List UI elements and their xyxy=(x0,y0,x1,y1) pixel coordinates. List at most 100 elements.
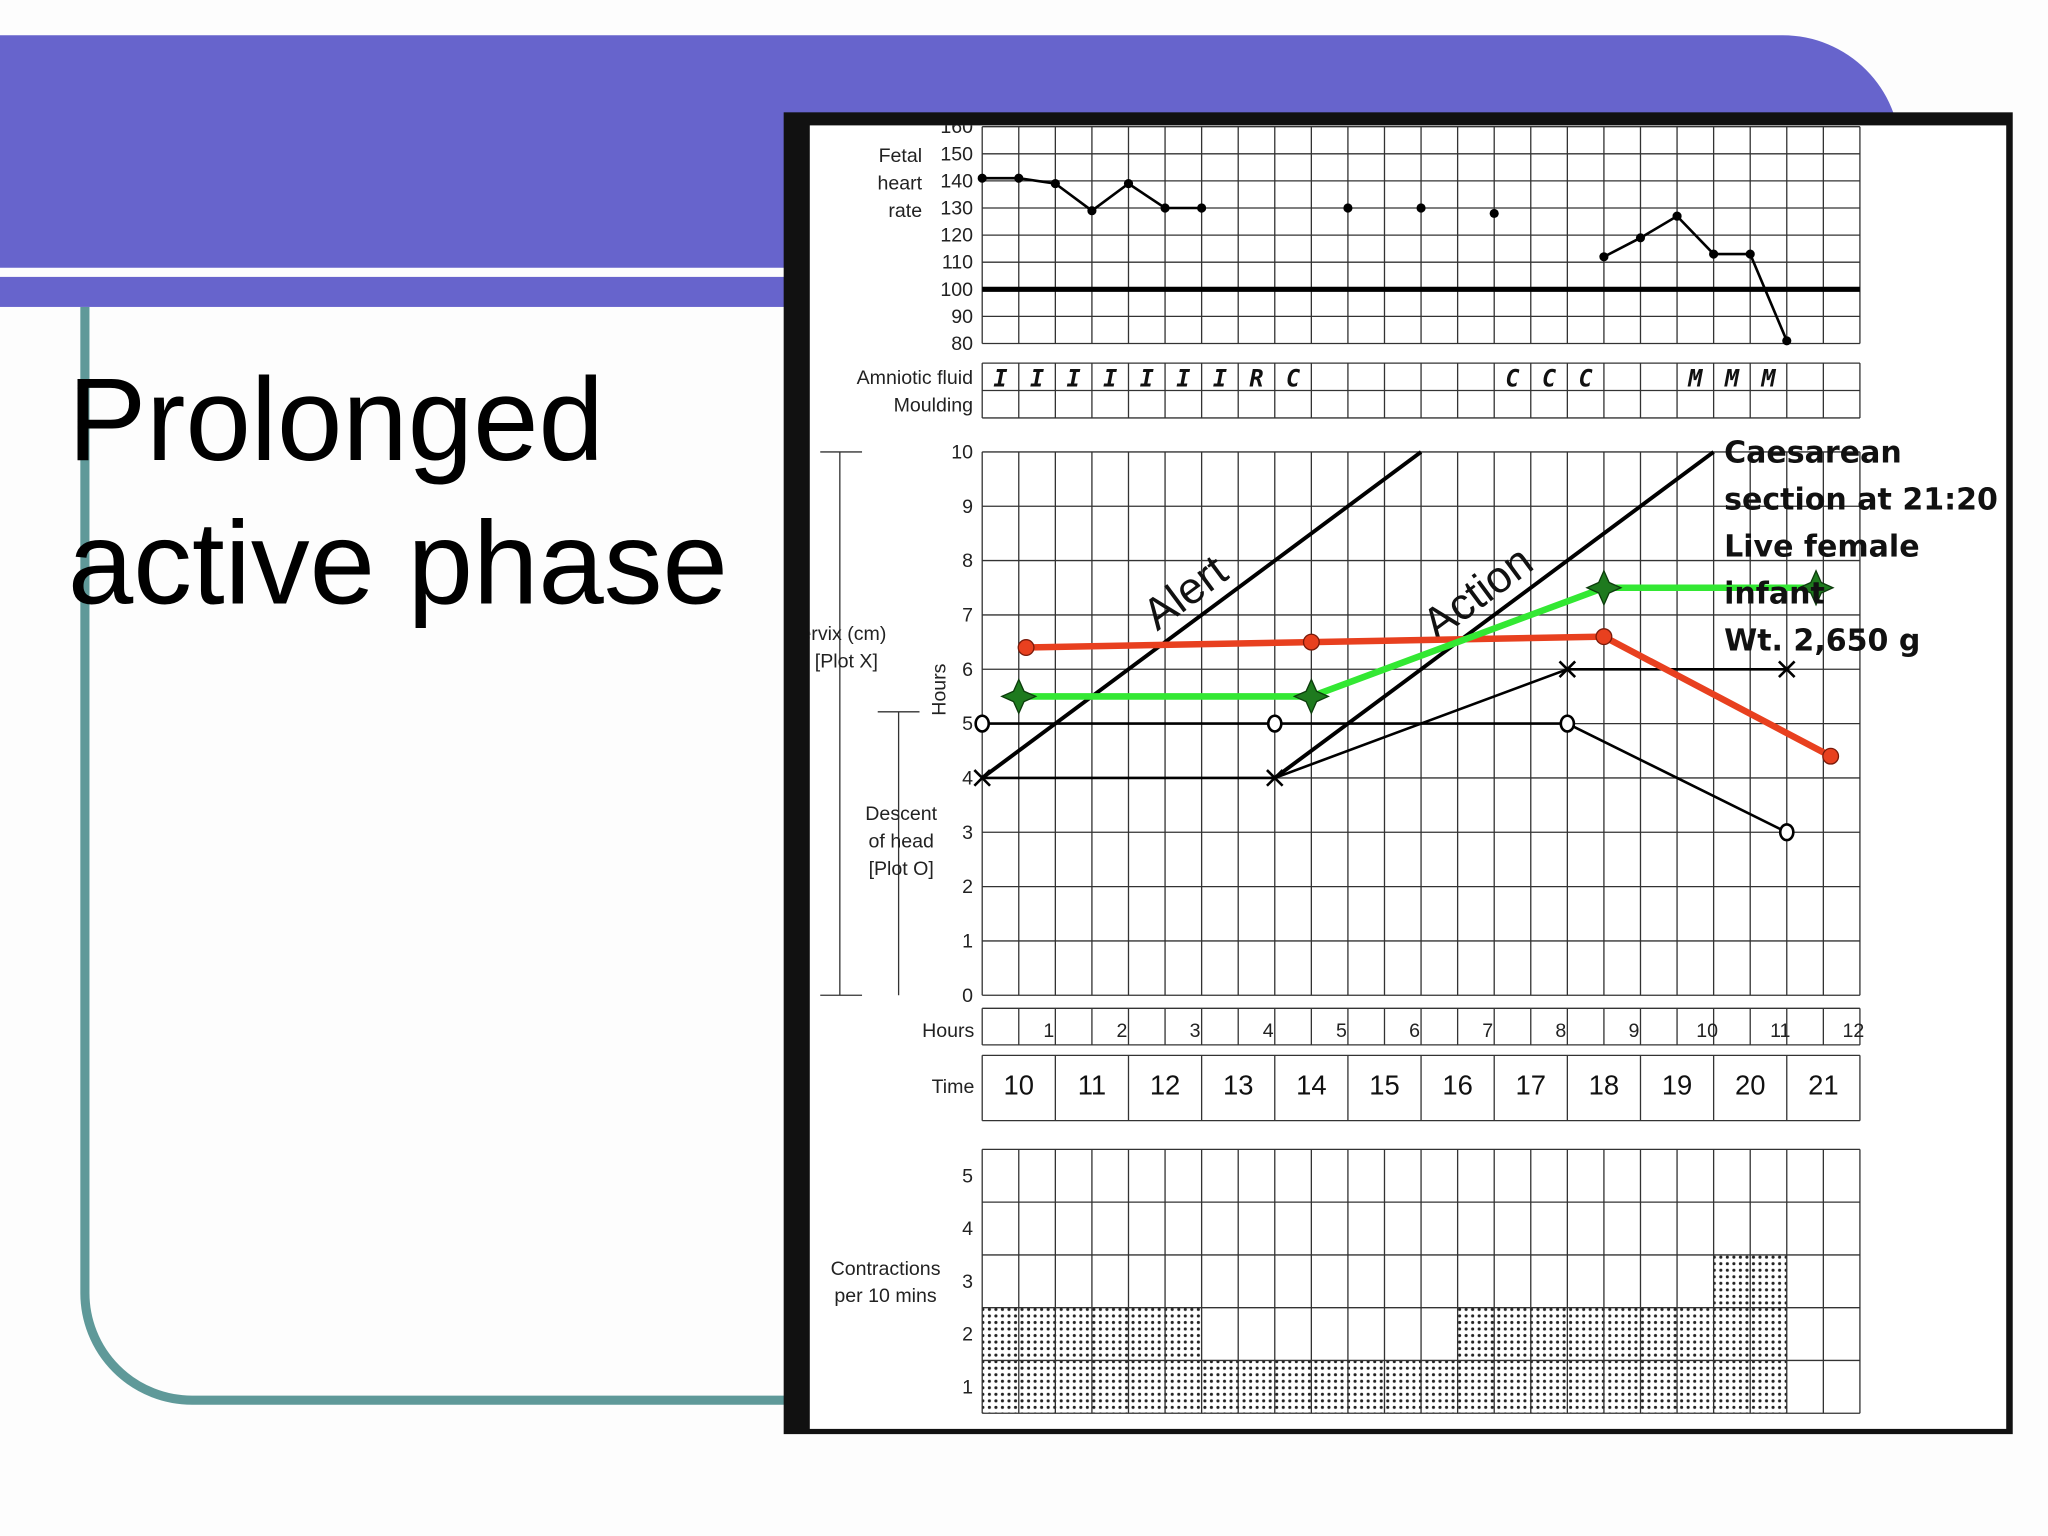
y-tick-label: 1 xyxy=(962,930,973,952)
row-label: Hours xyxy=(922,1020,974,1042)
time-label: 11 xyxy=(1078,1070,1106,1101)
y-tick-label: 7 xyxy=(962,604,973,626)
hour-tick: 5 xyxy=(1336,1020,1347,1042)
fhr-point xyxy=(1087,206,1097,216)
axis-label: heart xyxy=(877,172,922,194)
time-label: 21 xyxy=(1808,1070,1838,1101)
x-marker xyxy=(973,769,991,787)
hour-tick: 10 xyxy=(1696,1020,1718,1042)
time-label: 13 xyxy=(1223,1070,1253,1101)
contraction-bar xyxy=(1347,1360,1385,1414)
fluid-entry: I xyxy=(1213,365,1227,393)
axis-label: Descent xyxy=(865,803,937,825)
hour-tick: 3 xyxy=(1190,1020,1201,1042)
o-marker xyxy=(1266,714,1283,733)
fluid-entry: R xyxy=(1249,365,1263,393)
time-label: 10 xyxy=(1004,1070,1034,1101)
fluid-entry: I xyxy=(1140,365,1154,393)
fluid-entry: I xyxy=(1176,365,1190,393)
o-marker xyxy=(1559,714,1576,733)
y-tick-label: 8 xyxy=(962,550,973,572)
dot-marker xyxy=(1017,639,1035,657)
star-marker xyxy=(1585,569,1623,607)
hour-tick: 8 xyxy=(1555,1020,1566,1042)
star-marker xyxy=(1000,677,1038,716)
hour-tick: 2 xyxy=(1117,1020,1128,1042)
contraction-bar xyxy=(1201,1360,1239,1414)
fluid-entry: I xyxy=(993,365,1007,393)
y-tick-label: 5 xyxy=(962,713,973,735)
axis-label: Hours xyxy=(929,663,951,715)
y-tick-label: 160 xyxy=(940,116,973,138)
fluid-entry: M xyxy=(1687,365,1703,393)
series-line xyxy=(1018,584,1817,700)
fluid-entry: C xyxy=(1542,365,1556,393)
fluid-entry: I xyxy=(1067,365,1081,393)
y-tick-label: 1 xyxy=(962,1376,973,1398)
fhr-point xyxy=(1123,179,1134,189)
contraction-bar xyxy=(1384,1360,1422,1414)
o-marker xyxy=(1778,823,1795,842)
annotation: infant xyxy=(1724,576,1825,611)
y-tick-label: 10 xyxy=(951,441,973,463)
time-label: 14 xyxy=(1296,1070,1326,1101)
y-tick-label: 130 xyxy=(940,198,973,220)
frame-line xyxy=(80,306,810,1405)
axis-label: [Plot O] xyxy=(869,858,934,880)
y-tick-label: 150 xyxy=(940,143,973,165)
fhr-point xyxy=(1160,203,1170,213)
hour-tick: 12 xyxy=(1842,1020,1864,1042)
contraction-bar xyxy=(1421,1360,1458,1414)
fluid-entry: I xyxy=(1103,365,1117,393)
hour-tick: 1 xyxy=(1043,1020,1054,1042)
y-tick-label: 4 xyxy=(962,767,973,789)
axis-label: per 10 mins xyxy=(834,1285,936,1307)
hour-tick: 11 xyxy=(1770,1020,1790,1042)
x-marker xyxy=(1778,660,1796,679)
fhr-point xyxy=(977,173,987,183)
annotation: Caesarean xyxy=(1724,435,1902,470)
time-label: 20 xyxy=(1735,1070,1765,1101)
dot-marker xyxy=(1822,747,1840,765)
x-marker xyxy=(1558,660,1577,679)
axis-label: [Plot X] xyxy=(815,650,878,672)
time-label: 16 xyxy=(1442,1070,1472,1101)
fhr-point xyxy=(1599,252,1609,262)
fluid-entry: M xyxy=(1724,365,1740,393)
fhr-point xyxy=(1416,203,1426,213)
hour-tick: 7 xyxy=(1482,1020,1493,1042)
series-line xyxy=(982,722,1788,834)
y-tick-label: 0 xyxy=(962,985,973,1007)
x-marker xyxy=(1266,769,1284,787)
y-tick-label: 3 xyxy=(962,1271,973,1293)
contraction-bar xyxy=(1713,1254,1751,1414)
contraction-bar xyxy=(1311,1360,1348,1414)
y-tick-label: 6 xyxy=(962,659,973,681)
o-marker xyxy=(974,714,991,733)
header-stripe xyxy=(0,276,836,307)
fhr-point xyxy=(1489,208,1499,218)
fhr-point xyxy=(1745,249,1755,259)
slide-title: Prolonged xyxy=(68,354,604,485)
fhr-point xyxy=(1197,203,1207,213)
fhr-point xyxy=(1635,233,1646,243)
y-tick-label: 3 xyxy=(962,822,973,844)
fluid-entry: M xyxy=(1760,365,1776,393)
fhr-point xyxy=(1709,249,1719,259)
y-tick-label: 2 xyxy=(962,1324,973,1346)
y-tick-label: 120 xyxy=(940,225,973,247)
fhr-point xyxy=(1343,203,1353,213)
axis-label: Contractions xyxy=(831,1258,941,1280)
y-tick-label: 9 xyxy=(962,496,973,518)
star-marker xyxy=(1797,569,1835,607)
y-tick-label: 5 xyxy=(962,1165,973,1187)
fhr-point xyxy=(1050,179,1060,189)
time-label: 12 xyxy=(1150,1070,1180,1101)
fluid-entry: C xyxy=(1579,365,1593,393)
axis-label: rate xyxy=(888,200,922,222)
dot-marker xyxy=(1302,633,1320,651)
row-label: Moulding xyxy=(894,394,973,416)
time-label: 18 xyxy=(1589,1070,1619,1101)
contraction-bar xyxy=(1238,1360,1275,1414)
annotation: section at 21:20 xyxy=(1724,482,1998,517)
